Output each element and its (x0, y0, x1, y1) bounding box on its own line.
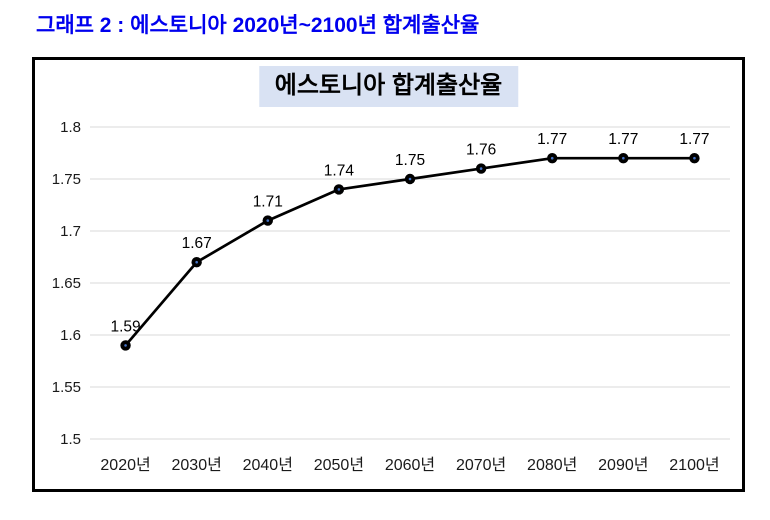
data-point-label: 1.77 (537, 131, 567, 148)
data-point-center (479, 167, 483, 170)
y-tick-label: 1.55 (52, 379, 81, 396)
data-point-center (195, 260, 198, 264)
fertility-line-chart: 1.5 1.55 1.6 1.65 1.7 1.75 1.8 2020년 2030년 2040년 2… (52, 119, 730, 474)
data-point-label: 1.67 (182, 235, 212, 252)
x-tick-label: 2020년 (100, 456, 150, 474)
data-point-label: 1.77 (608, 131, 638, 148)
data-point-label: 1.77 (679, 131, 709, 148)
data-point-center (337, 188, 341, 191)
x-tick-label: 2080년 (527, 456, 577, 474)
data-point-center (693, 156, 696, 160)
y-tick-label: 1.5 (60, 431, 81, 448)
chart-container: 1.5 1.55 1.6 1.65 1.7 1.75 1.8 2020년 2030년 2040년 2… (32, 57, 745, 492)
data-point-label: 1.71 (253, 194, 283, 211)
y-tick-label: 1.65 (52, 275, 81, 292)
page-title: 그래프 2 : 에스토니아 2020년~2100년 합계출산율 (36, 14, 480, 37)
x-tick-label: 2090년 (598, 456, 648, 474)
data-point-label: 1.76 (466, 142, 496, 159)
data-point-label: 1.75 (395, 152, 425, 169)
chart-title: 에스토니아 합계출산율 (258, 66, 519, 108)
data-point-center (124, 344, 127, 347)
x-tick-label: 2100년 (669, 456, 719, 474)
x-tick-label: 2040년 (243, 456, 293, 474)
x-tick-label: 2060년 (385, 456, 435, 474)
y-tick-label: 1.7 (60, 223, 81, 240)
y-tick-label: 1.75 (52, 171, 81, 188)
data-point-label: 1.74 (324, 162, 355, 179)
data-point-center (550, 156, 554, 160)
data-point-center (622, 156, 625, 160)
data-point-center (408, 177, 412, 181)
x-tick-label: 2050년 (314, 456, 364, 474)
data-point-label: 1.59 (110, 318, 140, 335)
x-tick-label: 2070년 (456, 456, 506, 474)
y-tick-label: 1.8 (60, 119, 81, 136)
x-tick-label: 2030년 (172, 456, 222, 474)
y-tick-label: 1.6 (60, 327, 81, 344)
data-point-center (266, 219, 270, 222)
